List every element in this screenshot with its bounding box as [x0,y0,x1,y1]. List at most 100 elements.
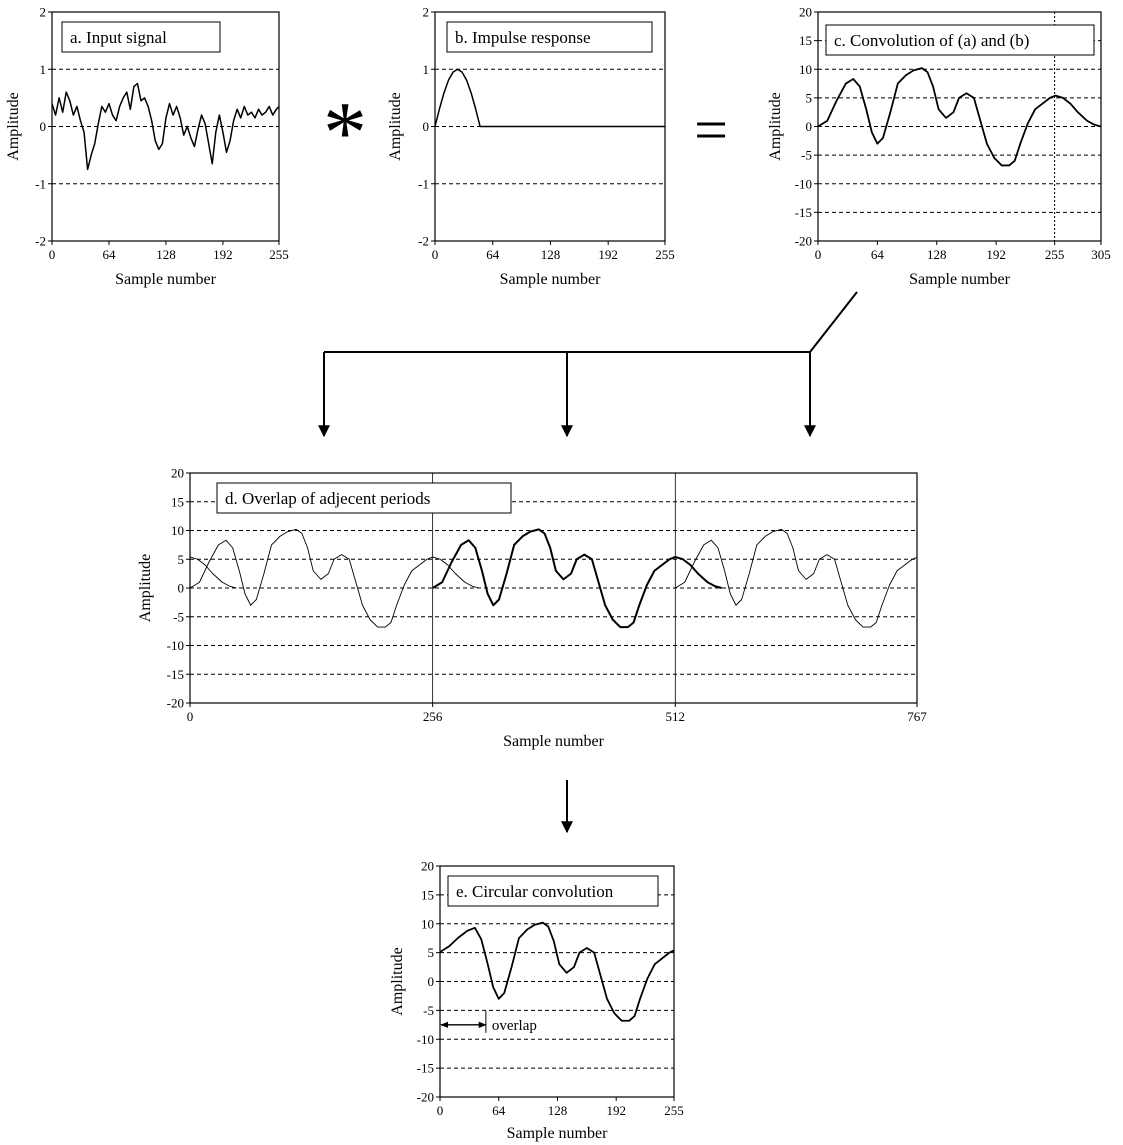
x-tick-label: 64 [492,1103,506,1118]
x-tick-label: 128 [541,247,561,262]
chart-title: c. Convolution of (a) and (b) [834,31,1029,50]
overlap-label: overlap [492,1018,537,1034]
chart-c-convolution: 0 64 128 192 255 305 -20 -15 -10 -5 0 5 10 15 20 c. Con… [767,5,1111,289]
y-tick-label: 5 [806,90,813,105]
chart-a-input-signal: 0 64 128 192 255 -2 -1 0 1 2 a. Input signal Sample… [5,5,289,289]
chart-title: b. Impulse response [455,28,591,47]
x-tick-label: 255 [269,247,289,262]
series-line [440,921,674,1022]
y-tick-label: -5 [423,1003,434,1018]
x-axis-label: Sample number [909,271,1011,288]
chart-b-impulse-response: 0 64 128 192 255 -2 -1 0 1 2 b. Impulse response Sa… [387,5,675,289]
y-tick-label: 10 [421,916,434,931]
plot-frame [439,865,675,1098]
x-tick-label: 192 [606,1103,626,1118]
y-tick-label: -20 [417,1090,434,1105]
x-tick-label: 256 [423,709,443,724]
y-tick-label: -15 [417,1061,434,1076]
y-tick-label: 5 [428,945,435,960]
chart-e-circular-convolution: 0 64 128 192 255 -20 -15 -10 -5 0 5 10 15 20 e. Circul… [389,859,684,1143]
y-tick-label: -5 [801,148,812,163]
series-line [818,67,1101,167]
y-tick-label: 0 [428,974,435,989]
x-tick-label: 0 [432,247,439,262]
y-tick-label: -1 [418,176,429,191]
series-line [435,68,665,128]
x-tick-label: 0 [815,247,822,262]
x-tick-label: 192 [213,247,233,262]
y-tick-label: 2 [40,5,47,20]
series-line-period [190,528,480,628]
plot-frame [817,11,1102,242]
y-tick-label: 0 [423,119,430,134]
x-tick-label: 0 [437,1103,444,1118]
x-tick-label: 767 [907,709,927,724]
y-tick-label: -2 [35,234,46,249]
x-tick-label: 64 [486,247,500,262]
y-tick-label: 15 [171,494,184,509]
x-axis-label: Sample number [503,733,605,750]
x-tick-label: 0 [49,247,56,262]
chart-title: e. Circular convolution [456,882,614,901]
x-tick-label: 192 [986,247,1006,262]
x-axis-label: Sample number [507,1125,609,1142]
x-tick-label: 0 [187,709,194,724]
equals-operator: = [694,97,728,163]
y-tick-label: 1 [423,62,430,77]
y-tick-label: 15 [799,33,812,48]
plot-frame [434,11,666,242]
flow-diagonal-line [809,291,858,353]
y-tick-label: 15 [421,887,434,902]
y-tick-label: -2 [418,234,429,249]
x-tick-label: 255 [664,1103,684,1118]
plot-frame [51,11,280,242]
y-tick-label: 1 [40,62,47,77]
y-tick-label: 0 [806,119,813,134]
x-tick-label: 128 [156,247,176,262]
x-tick-label: 64 [102,247,116,262]
y-tick-label: -5 [173,609,184,624]
title-box [216,482,512,514]
title-box [825,24,1095,56]
plot-frame [189,472,918,704]
series-line [52,82,279,171]
title-box [447,875,659,907]
y-tick-label: 20 [421,859,434,874]
y-tick-label: -1 [35,176,46,191]
y-tick-label: 5 [178,552,185,567]
y-tick-label: -20 [167,696,184,711]
chart-title: d. Overlap of adjecent periods [225,489,430,508]
x-tick-label: 255 [1045,247,1065,262]
y-axis-label: Amplitude [137,554,154,622]
title-box [61,21,221,53]
y-tick-label: 20 [171,466,184,481]
convolve-operator: * [323,85,367,182]
y-tick-label: 20 [799,5,812,20]
y-tick-label: 2 [423,5,430,20]
y-tick-label: -10 [417,1032,434,1047]
series-line-period [432,528,722,629]
y-tick-label: 0 [40,119,47,134]
x-tick-label: 255 [655,247,675,262]
y-tick-label: -15 [167,667,184,682]
series-line-period [675,528,917,628]
y-tick-label: -15 [795,205,812,220]
y-axis-label: Amplitude [5,92,22,160]
y-axis-label: Amplitude [767,92,784,160]
x-tick-label: 128 [927,247,947,262]
y-tick-label: 10 [799,62,812,77]
y-tick-label: 10 [171,523,184,538]
x-tick-label: 512 [666,709,686,724]
flow-arrows [318,291,858,834]
y-axis-label: Amplitude [389,947,406,1015]
x-tick-label: 192 [598,247,618,262]
x-axis-label: Sample number [115,271,217,288]
x-tick-label: 64 [871,247,885,262]
y-axis-label: Amplitude [387,92,404,160]
x-tick-label: 305 [1091,247,1111,262]
y-tick-label: -10 [795,176,812,191]
title-box [446,21,653,53]
x-tick-label: 128 [548,1103,568,1118]
x-axis-label: Sample number [500,271,602,288]
